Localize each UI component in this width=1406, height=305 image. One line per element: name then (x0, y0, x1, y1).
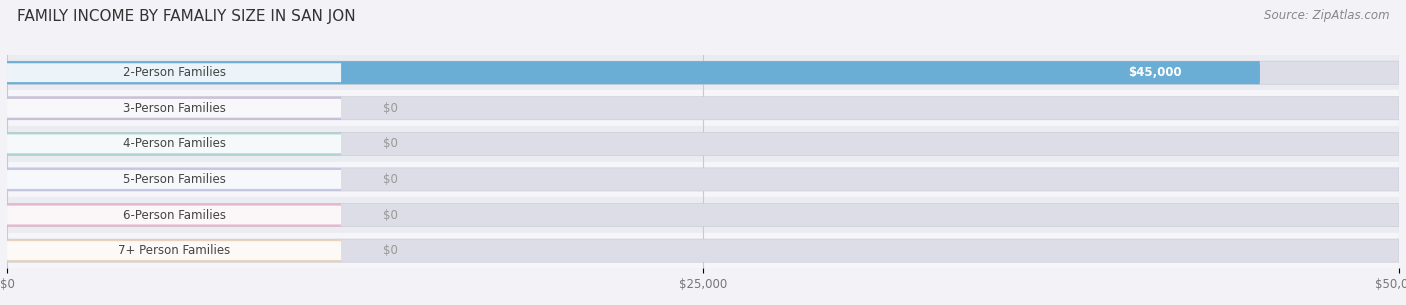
Bar (7, 197, 1399, 233)
Text: 2-Person Families: 2-Person Families (122, 66, 225, 79)
Text: 3-Person Families: 3-Person Families (122, 102, 225, 115)
FancyBboxPatch shape (7, 168, 1399, 191)
FancyBboxPatch shape (7, 135, 342, 153)
Text: $0: $0 (382, 209, 398, 221)
Text: 5-Person Families: 5-Person Families (122, 173, 225, 186)
Bar (7, 91, 1399, 126)
FancyBboxPatch shape (7, 61, 1260, 84)
Bar (7, 162, 1399, 197)
FancyBboxPatch shape (7, 239, 1399, 262)
FancyBboxPatch shape (7, 170, 342, 189)
FancyBboxPatch shape (7, 239, 342, 262)
FancyBboxPatch shape (7, 203, 1399, 227)
Text: $0: $0 (382, 173, 398, 186)
Text: 6-Person Families: 6-Person Families (122, 209, 225, 221)
Text: FAMILY INCOME BY FAMALIY SIZE IN SAN JON: FAMILY INCOME BY FAMALIY SIZE IN SAN JON (17, 9, 356, 24)
FancyBboxPatch shape (7, 132, 342, 156)
FancyBboxPatch shape (7, 97, 1399, 120)
FancyBboxPatch shape (7, 63, 342, 82)
Bar (7, 126, 1399, 162)
FancyBboxPatch shape (7, 241, 342, 260)
FancyBboxPatch shape (1052, 64, 1260, 81)
FancyBboxPatch shape (7, 206, 342, 224)
Bar (7, 233, 1399, 268)
Text: 7+ Person Families: 7+ Person Families (118, 244, 231, 257)
FancyBboxPatch shape (7, 203, 342, 227)
Text: $45,000: $45,000 (1129, 66, 1182, 79)
FancyBboxPatch shape (7, 61, 1399, 84)
Bar (7, 55, 1399, 91)
Text: Source: ZipAtlas.com: Source: ZipAtlas.com (1264, 9, 1389, 22)
Text: 4-Person Families: 4-Person Families (122, 137, 225, 150)
Text: $0: $0 (382, 137, 398, 150)
Text: $0: $0 (382, 244, 398, 257)
FancyBboxPatch shape (7, 97, 342, 120)
Text: $0: $0 (382, 102, 398, 115)
FancyBboxPatch shape (7, 99, 342, 118)
FancyBboxPatch shape (7, 168, 342, 191)
FancyBboxPatch shape (7, 132, 1399, 156)
